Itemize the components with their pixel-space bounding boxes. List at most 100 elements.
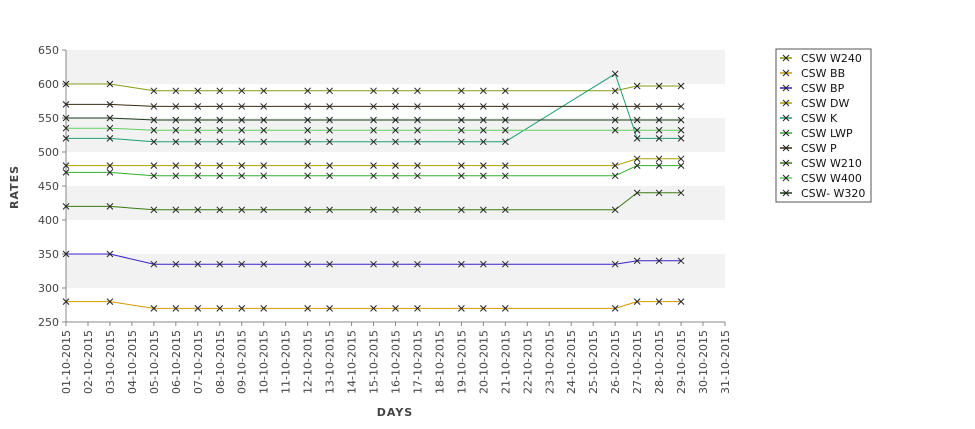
data-point-marker [611,87,619,95]
data-point-marker [458,138,465,146]
series-line [66,73,682,143]
y-tick-label: 600 [38,78,59,91]
data-point-marker [501,260,509,268]
data-point-marker [216,138,224,146]
grid-band [66,152,725,186]
data-point-marker [370,260,377,268]
data-point-marker [150,162,158,169]
data-point-marker [106,101,114,108]
legend-marker [782,159,790,167]
x-axis-title: DAYS [377,406,413,419]
legend-marker [782,189,790,197]
x-tick-label: 31-10-2015 [719,330,732,394]
data-point-marker [194,87,202,95]
x-tick-label: 10-10-2015 [258,330,271,394]
data-point-marker [194,103,202,110]
data-point-marker [150,103,158,110]
series-line [66,253,682,265]
y-tick-label: 450 [38,180,59,193]
data-point-marker [172,206,180,214]
data-point-marker [260,116,268,124]
data-point-marker [304,162,311,169]
data-point-marker [633,155,641,163]
data-point-marker [677,135,685,142]
data-point-marker [238,116,246,124]
data-point-marker [370,126,377,134]
data-point-marker [326,138,333,146]
legend-item: CSW DW [780,97,850,110]
data-point-marker [480,87,487,95]
legend-label: CSW P [801,142,837,155]
legend-item: CSW K [780,112,838,125]
data-point-marker [304,260,311,268]
data-point-marker [216,206,224,214]
data-point-marker [501,138,509,146]
data-point-marker [655,155,663,163]
legend-marker [782,69,790,77]
legend-item: CSW W210 [780,157,862,170]
data-point-marker [326,260,333,268]
data-point-marker [611,172,619,180]
data-point-marker [106,162,114,169]
data-point-marker [480,305,487,312]
legend-item: CSW W240 [780,52,862,65]
data-point-marker [62,135,70,142]
data-point-marker [194,172,202,180]
legend-marker [782,129,790,137]
data-point-marker [216,103,224,110]
legend-label: CSW LWP [801,127,853,140]
data-point-marker [238,206,246,214]
x-tick-label: 30-10-2015 [697,330,710,394]
data-point-marker [633,116,641,124]
data-point-marker [194,206,202,214]
data-point-marker [414,138,421,146]
data-point-marker [62,80,70,88]
grid-band [66,220,725,254]
data-point-marker [172,305,180,312]
data-point-marker [392,116,399,124]
data-point-marker [655,135,663,142]
data-point-marker [655,298,663,305]
data-point-marker [304,87,311,95]
legend-label: CSW BB [801,67,845,80]
data-point-marker [238,87,246,95]
legend-box [775,48,872,203]
data-point-marker [480,103,487,110]
legend-marker [782,114,790,122]
plot-background-bands [66,50,725,322]
x-tick-label: 21-10-2015 [499,330,512,394]
data-point-marker [216,126,224,134]
data-point-marker [304,172,311,180]
data-point-marker [260,172,268,180]
x-tick-label: 26-10-2015 [609,330,622,394]
legend-label: CSW BP [801,82,845,95]
series-line [66,117,682,121]
data-point-marker [150,138,158,146]
data-point-marker [501,103,509,110]
data-point-marker [172,126,180,134]
data-point-marker [392,87,399,95]
data-point-marker [304,116,311,124]
data-point-marker [677,298,685,305]
data-point-marker [655,116,663,124]
series-markers [62,70,685,312]
data-point-marker [458,126,465,134]
grid-band [66,50,725,84]
data-point-marker [106,169,114,176]
data-point-marker [392,162,399,169]
legend-marker [782,84,790,92]
data-point-marker [611,305,619,312]
data-point-marker [501,116,509,124]
data-point-marker [392,260,399,268]
data-point-marker [150,260,158,268]
grid-band [66,186,725,220]
data-point-marker [480,162,487,169]
legend-item: CSW LWP [780,127,853,140]
data-point-marker [172,138,180,146]
data-point-marker [655,257,663,265]
x-tick-label: 12-10-2015 [302,330,315,394]
series-line [66,103,682,107]
data-point-marker [326,116,333,124]
legend-item: CSW BB [780,67,845,80]
data-point-marker [480,126,487,134]
